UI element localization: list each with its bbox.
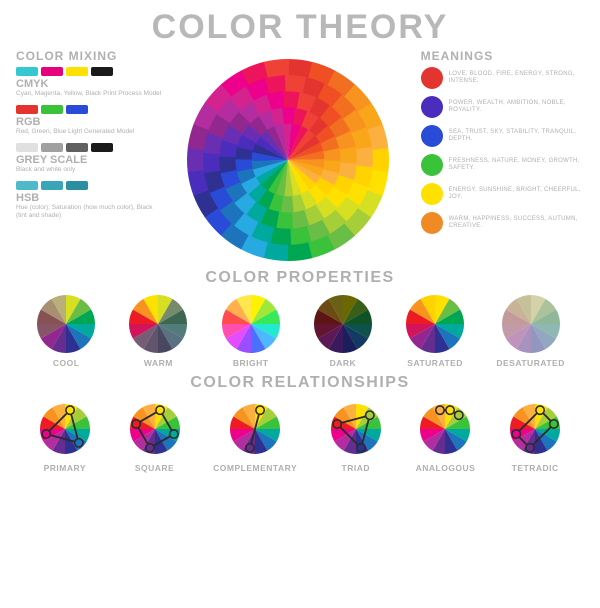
mixing-name: RGB: [16, 116, 162, 128]
relationship-label: TETRADIC: [512, 463, 559, 473]
swatch: [16, 67, 38, 76]
main-wheel-panel: [162, 49, 415, 265]
mixing-desc: Red, Green, Blue Light Generated Model: [16, 128, 162, 135]
property-cool: COOL: [35, 293, 97, 368]
meaning-dot: [421, 212, 443, 234]
swatch: [66, 105, 88, 114]
property-wheel: [312, 293, 374, 355]
relationship-triad: TRIAD: [325, 398, 387, 473]
relationship-wheel: [34, 398, 96, 460]
property-desaturated: DESATURATED: [496, 293, 564, 368]
swatch: [41, 143, 63, 152]
swatch: [91, 143, 113, 152]
relationship-label: SQUARE: [135, 463, 174, 473]
meaning-text: SEA, TRUST, SKY, STABILITY, TRANQUIL, DE…: [449, 129, 584, 143]
page-title: COLOR THEORY: [0, 8, 600, 47]
property-wheel: [220, 293, 282, 355]
property-bright: BRIGHT: [220, 293, 282, 368]
property-label: BRIGHT: [233, 358, 269, 368]
meaning-dot: [421, 183, 443, 205]
meaning-text: ENERGY, SUNSHINE, BRIGHT, CHEERFUL, JOY.: [449, 187, 584, 201]
property-label: SATURATED: [407, 358, 463, 368]
property-label: WARM: [144, 358, 173, 368]
mixing-desc: Cyan, Magenta, Yellow, Black Print Proce…: [16, 90, 162, 97]
meaning-dot: [421, 96, 443, 118]
meaning-item: POWER, WEALTH, AMBITION, NOBLE, ROYALITY…: [421, 96, 584, 118]
property-label: DARK: [330, 358, 357, 368]
swatch: [16, 105, 38, 114]
swatch: [41, 105, 63, 114]
relationship-analogous: ANALOGOUS: [414, 398, 476, 473]
swatch: [16, 143, 38, 152]
mixing-name: HSB: [16, 192, 162, 204]
properties-row: COOL WARM BRIGHT DARK SATURATED DESATURATED: [0, 287, 600, 370]
meaning-text: FRESHNESS, NATURE, MONEY, GROWTH, SAFETY…: [449, 158, 584, 172]
relationship-label: TRIAD: [342, 463, 370, 473]
mixing-desc: Black and white only: [16, 166, 162, 173]
mixing-desc: Hue (color), Saturation (how much color)…: [16, 204, 162, 218]
meaning-text: WARM, HAPPINESS, SUCCESS, AUTUMN, CREATI…: [449, 216, 584, 230]
relationship-wheel: [414, 398, 476, 460]
property-dark: DARK: [312, 293, 374, 368]
swatch: [66, 143, 88, 152]
meaning-item: ENERGY, SUNSHINE, BRIGHT, CHEERFUL, JOY.: [421, 183, 584, 205]
meaning-item: FRESHNESS, NATURE, MONEY, GROWTH, SAFETY…: [421, 154, 584, 176]
relationship-wheel: [325, 398, 387, 460]
relationship-wheel: [124, 398, 186, 460]
meaning-item: LOVE, BLOOD, FIRE, ENERGY, STRONG, INTEN…: [421, 67, 584, 89]
mixing-cmyk: CMYKCyan, Magenta, Yellow, Black Print P…: [16, 67, 162, 97]
mixing-hsb: HSBHue (color), Saturation (how much col…: [16, 181, 162, 218]
meaning-text: POWER, WEALTH, AMBITION, NOBLE, ROYALITY…: [449, 100, 584, 114]
relationship-tetradic: TETRADIC: [504, 398, 566, 473]
meaning-dot: [421, 125, 443, 147]
meaning-item: SEA, TRUST, SKY, STABILITY, TRANQUIL, DE…: [421, 125, 584, 147]
meaning-item: WARM, HAPPINESS, SUCCESS, AUTUMN, CREATI…: [421, 212, 584, 234]
property-warm: WARM: [127, 293, 189, 368]
meanings-panel: MEANINGS LOVE, BLOOD, FIRE, ENERGY, STRO…: [415, 49, 584, 265]
meaning-dot: [421, 67, 443, 89]
relationship-wheel: [224, 398, 286, 460]
relationship-label: COMPLEMENTARY: [213, 463, 297, 473]
properties-heading: COLOR PROPERTIES: [0, 269, 600, 287]
swatch: [66, 181, 88, 190]
mixing-grey scale: GREY SCALEBlack and white only: [16, 143, 162, 173]
mixing-name: CMYK: [16, 78, 162, 90]
swatch: [91, 67, 113, 76]
relationships-heading: COLOR RELATIONSHIPS: [0, 374, 600, 392]
relationship-primary: PRIMARY: [34, 398, 96, 473]
mixing-name: GREY SCALE: [16, 154, 162, 166]
relationship-label: PRIMARY: [44, 463, 86, 473]
property-wheel: [404, 293, 466, 355]
relationship-wheel: [504, 398, 566, 460]
meaning-dot: [421, 154, 443, 176]
swatch: [41, 67, 63, 76]
main-color-wheel: [183, 55, 393, 265]
property-wheel: [35, 293, 97, 355]
relationships-row: PRIMARY SQUARE COMPLEMENTARY TRIAD ANALOGOUS…: [0, 392, 600, 475]
swatch: [41, 181, 63, 190]
relationship-complementary: COMPLEMENTARY: [213, 398, 297, 473]
relationship-label: ANALOGOUS: [416, 463, 476, 473]
relationship-square: SQUARE: [124, 398, 186, 473]
mixing-heading: COLOR MIXING: [16, 49, 162, 63]
property-label: DESATURATED: [496, 358, 564, 368]
top-section: COLOR MIXING CMYKCyan, Magenta, Yellow, …: [0, 47, 600, 265]
meanings-heading: MEANINGS: [421, 49, 584, 63]
swatch: [66, 67, 88, 76]
property-wheel: [127, 293, 189, 355]
property-saturated: SATURATED: [404, 293, 466, 368]
property-label: COOL: [53, 358, 80, 368]
swatch: [16, 181, 38, 190]
property-wheel: [500, 293, 562, 355]
color-mixing-panel: COLOR MIXING CMYKCyan, Magenta, Yellow, …: [16, 49, 162, 265]
meaning-text: LOVE, BLOOD, FIRE, ENERGY, STRONG, INTEN…: [449, 71, 584, 85]
mixing-rgb: RGBRed, Green, Blue Light Generated Mode…: [16, 105, 162, 135]
